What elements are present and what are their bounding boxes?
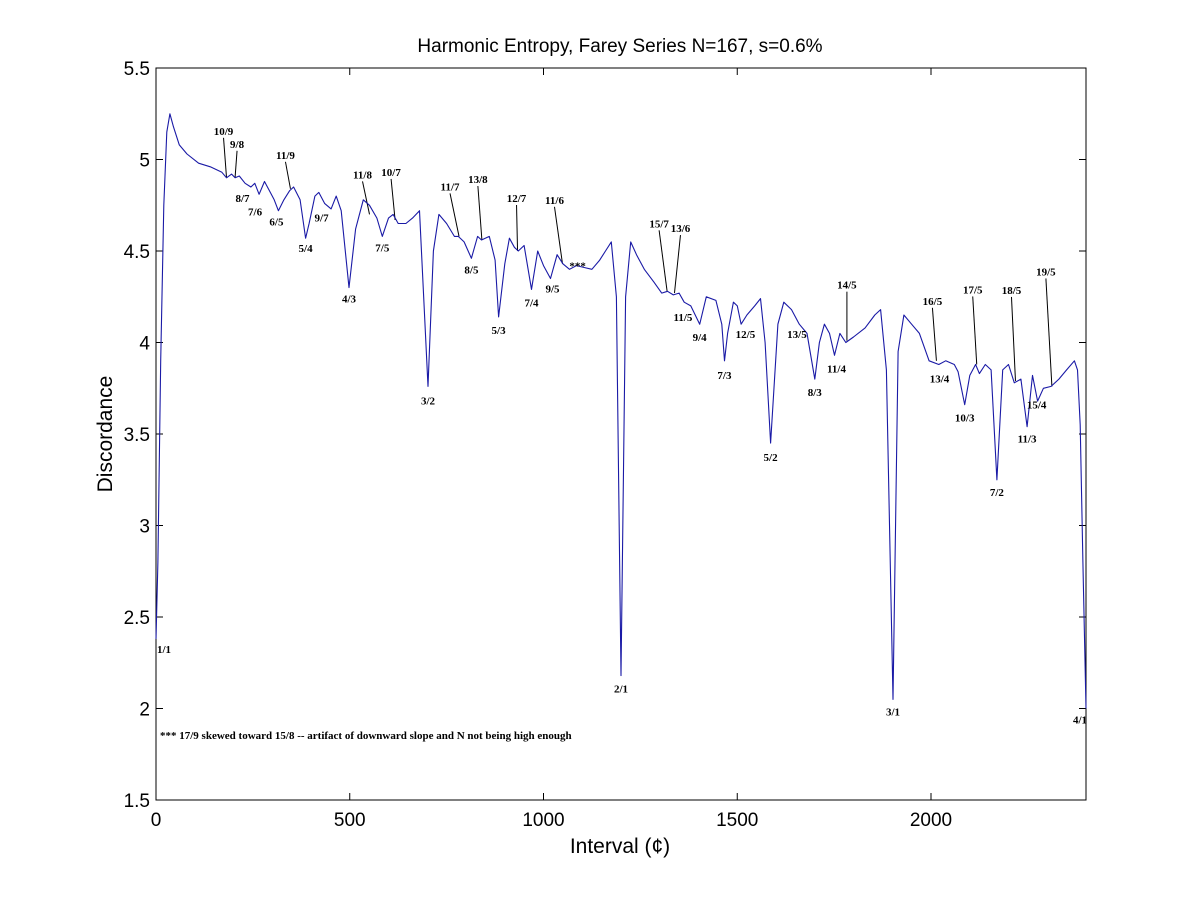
y-tick-label: 4.5 bbox=[124, 242, 150, 263]
ratio-label: 7/6 bbox=[248, 206, 263, 218]
ratio-annotations: 1/1 10/99/8 8/77/6 6/5 11/9 5/4 9/7 4/3 11/8 7/5 1… bbox=[157, 126, 1087, 727]
ratio-label: 12/5 bbox=[736, 329, 756, 341]
ratio-label: 13/8 bbox=[468, 174, 488, 186]
annotation-leader bbox=[449, 193, 460, 237]
y-axis-label: Discordance bbox=[94, 376, 117, 493]
ratio-label: 2/1 bbox=[614, 684, 628, 696]
y-tick-label: 3 bbox=[139, 517, 150, 538]
chart-title: Harmonic Entropy, Farey Series N=167, s=… bbox=[417, 36, 822, 57]
ratio-label: 13/5 bbox=[787, 329, 807, 341]
ratio-label: 11/5 bbox=[673, 312, 692, 324]
ratio-label: 19/5 bbox=[1036, 266, 1056, 278]
ratio-label: 17/5 bbox=[963, 284, 983, 296]
ratio-label: 8/7 bbox=[235, 193, 250, 205]
annotation-leader bbox=[553, 206, 563, 264]
y-tick-label: 4 bbox=[139, 334, 150, 355]
annotation-leader bbox=[1010, 296, 1016, 381]
ratio-label: 8/5 bbox=[464, 264, 479, 276]
annotation-leader bbox=[1045, 278, 1053, 387]
ratio-label: 3/2 bbox=[421, 395, 436, 407]
x-tick-label: 2000 bbox=[910, 810, 952, 831]
ratio-label: 4/3 bbox=[342, 294, 357, 306]
ratio-label: 10/3 bbox=[955, 413, 975, 425]
ratio-label: 10/7 bbox=[381, 167, 401, 179]
y-tick-label: 2.5 bbox=[124, 608, 150, 629]
ratio-label: 9/7 bbox=[315, 212, 330, 224]
x-tick-label: 0 bbox=[151, 810, 162, 831]
y-tick-label: 5.5 bbox=[124, 59, 150, 80]
ratio-label: 5/4 bbox=[299, 243, 314, 255]
y-tick-label: 2 bbox=[139, 700, 150, 721]
annotation-leader bbox=[390, 178, 396, 220]
ratio-label: 5/3 bbox=[492, 325, 507, 337]
ratio-label: 15/4 bbox=[1027, 399, 1047, 411]
ratio-label: 6/5 bbox=[269, 217, 284, 229]
footnote-note: *** 17/9 skewed toward 15/8 -- artifact … bbox=[160, 730, 572, 742]
y-tick-label: 3.5 bbox=[124, 425, 150, 446]
annotation-leader-lines bbox=[223, 137, 1053, 387]
annotation-leader bbox=[223, 137, 228, 178]
ratio-label: 9/4 bbox=[693, 332, 708, 344]
ratio-label: 11/8 bbox=[353, 169, 372, 181]
ratio-label: 13/4 bbox=[930, 374, 950, 386]
ratio-label: 7/3 bbox=[717, 370, 732, 382]
y-tick-label: 1.5 bbox=[124, 791, 150, 812]
ratio-label: 11/4 bbox=[827, 363, 846, 375]
x-tick-label: 1000 bbox=[522, 810, 564, 831]
ratio-label: 14/5 bbox=[837, 280, 857, 292]
ratio-label: 13/6 bbox=[671, 223, 691, 235]
annotation-leader bbox=[673, 235, 681, 294]
ratio-label: 16/5 bbox=[923, 296, 943, 308]
annotation-leader bbox=[284, 161, 291, 189]
ratio-label: *** bbox=[569, 261, 586, 273]
ratio-label: 12/7 bbox=[507, 193, 527, 205]
ratio-label: 11/7 bbox=[441, 181, 460, 193]
ratio-label: 8/3 bbox=[808, 387, 823, 399]
ratio-label: 4/1 bbox=[1073, 715, 1087, 727]
axis-ticks: 0 500 1000 1500 2000 1.5 2 2.5 3 3.5 4 4.5 5 5.5 bbox=[124, 59, 1086, 831]
ratio-label: 9/5 bbox=[545, 283, 560, 295]
annotation-leader bbox=[516, 204, 519, 252]
ratio-label: 11/3 bbox=[1018, 434, 1037, 446]
ratio-label: 7/5 bbox=[375, 242, 390, 254]
ratio-label: 11/9 bbox=[276, 150, 295, 162]
ratio-label: 9/8 bbox=[230, 139, 245, 151]
x-axis-label: Interval (¢) bbox=[570, 835, 670, 858]
ratio-label: 7/2 bbox=[990, 487, 1005, 499]
annotation-leader bbox=[658, 230, 668, 292]
annotation-leader bbox=[477, 185, 483, 241]
ratio-label: 10/9 bbox=[214, 126, 234, 138]
ratio-label: 15/7 bbox=[649, 218, 669, 230]
ratio-label: 18/5 bbox=[1002, 285, 1022, 297]
ratio-label: 3/1 bbox=[886, 706, 900, 718]
annotation-leader bbox=[931, 307, 937, 361]
annotation-leader bbox=[234, 150, 238, 178]
ratio-label: 7/4 bbox=[524, 297, 539, 309]
ratio-label: 5/2 bbox=[764, 452, 779, 464]
series-line-discordance bbox=[155, 113, 1087, 709]
ratio-label: 1/1 bbox=[157, 644, 171, 656]
annotation-leader bbox=[972, 296, 978, 365]
y-tick-label: 5 bbox=[139, 151, 150, 172]
x-tick-label: 1500 bbox=[716, 810, 758, 831]
annotation-leader bbox=[362, 181, 371, 215]
ratio-label: 11/6 bbox=[545, 195, 564, 207]
x-tick-label: 500 bbox=[334, 810, 366, 831]
